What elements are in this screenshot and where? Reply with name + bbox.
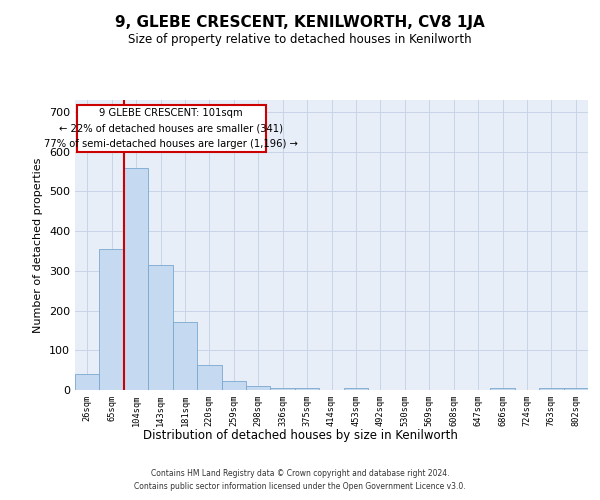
Bar	[221, 382, 246, 390]
Bar	[100, 249, 124, 390]
Bar	[124, 168, 148, 390]
Bar	[75, 374, 100, 390]
Bar	[490, 388, 515, 390]
Text: Contains HM Land Registry data © Crown copyright and database right 2024.
Contai: Contains HM Land Registry data © Crown c…	[134, 469, 466, 491]
Bar	[271, 388, 295, 390]
Text: 9 GLEBE CRESCENT: 101sqm
← 22% of detached houses are smaller (341)
77% of semi-: 9 GLEBE CRESCENT: 101sqm ← 22% of detach…	[44, 108, 298, 149]
Bar	[563, 388, 588, 390]
FancyBboxPatch shape	[77, 105, 266, 152]
Bar	[344, 388, 368, 390]
Bar	[246, 386, 271, 390]
Bar	[148, 265, 173, 390]
Text: Distribution of detached houses by size in Kenilworth: Distribution of detached houses by size …	[143, 428, 457, 442]
Text: Size of property relative to detached houses in Kenilworth: Size of property relative to detached ho…	[128, 32, 472, 46]
Bar	[197, 366, 221, 390]
Bar	[539, 388, 563, 390]
Text: 9, GLEBE CRESCENT, KENILWORTH, CV8 1JA: 9, GLEBE CRESCENT, KENILWORTH, CV8 1JA	[115, 15, 485, 30]
Y-axis label: Number of detached properties: Number of detached properties	[34, 158, 43, 332]
Bar	[295, 388, 319, 390]
Bar	[173, 322, 197, 390]
